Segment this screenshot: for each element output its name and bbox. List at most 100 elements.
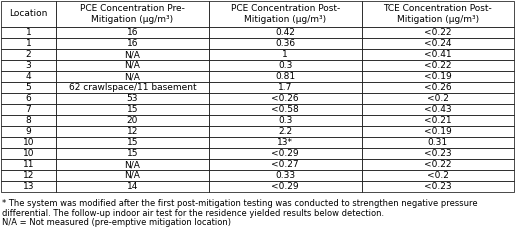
Bar [1,38,56,49]
Text: 16: 16 [127,39,138,48]
Bar [56,27,209,38]
Bar [362,49,514,60]
Text: <0.22: <0.22 [424,28,452,37]
Bar [1,181,56,192]
Bar [56,71,209,82]
Text: 10: 10 [23,138,34,147]
Text: 0.31: 0.31 [428,138,448,147]
Text: <0.26: <0.26 [271,94,299,103]
Text: 0.42: 0.42 [275,28,295,37]
Bar [209,137,362,148]
Bar [1,137,56,148]
Bar [56,104,209,115]
Bar [362,71,514,82]
Bar [362,115,514,126]
Text: 0.3: 0.3 [278,116,293,125]
Bar [362,27,514,38]
Text: <0.2: <0.2 [427,94,449,103]
Bar [209,181,362,192]
Bar [56,38,209,49]
Text: 11: 11 [23,160,34,169]
Text: 13*: 13* [277,138,293,147]
Bar [1,49,56,60]
Bar [362,170,514,181]
Bar [56,137,209,148]
Bar [362,104,514,115]
Text: <0.19: <0.19 [424,127,452,136]
Text: Location: Location [9,10,47,18]
Text: <0.43: <0.43 [424,105,452,114]
Bar [209,104,362,115]
Text: <0.19: <0.19 [424,72,452,81]
Text: <0.26: <0.26 [424,83,452,92]
Text: 15: 15 [127,138,138,147]
Text: N/A: N/A [125,72,140,81]
Text: N/A: N/A [125,61,140,70]
Bar [56,1,209,27]
Text: 62 crawlspace/11 basement: 62 crawlspace/11 basement [68,83,196,92]
Bar [362,148,514,159]
Text: 15: 15 [127,149,138,158]
Bar [1,159,56,170]
Bar [56,82,209,93]
Bar [1,104,56,115]
Text: 12: 12 [23,171,34,180]
Bar [362,38,514,49]
Bar [1,170,56,181]
Text: 1: 1 [26,28,31,37]
Text: <0.22: <0.22 [424,160,452,169]
Text: PCE Concentration Post-
Mitigation (μg/m³): PCE Concentration Post- Mitigation (μg/m… [231,4,340,24]
Text: <0.58: <0.58 [271,105,299,114]
Bar [362,137,514,148]
Bar [362,126,514,137]
Bar [56,159,209,170]
Text: N/A = Not measured (pre-emptive mitigation location): N/A = Not measured (pre-emptive mitigati… [2,218,231,227]
Text: 0.36: 0.36 [275,39,295,48]
Bar [209,93,362,104]
Bar [209,159,362,170]
Bar [56,148,209,159]
Text: 16: 16 [127,28,138,37]
Text: 20: 20 [127,116,138,125]
Bar [1,1,56,27]
Text: 9: 9 [26,127,31,136]
Bar [362,82,514,93]
Bar [362,159,514,170]
Text: * The system was modified after the first post-mitigation testing was conducted : * The system was modified after the firs… [2,199,477,208]
Bar [1,148,56,159]
Bar [1,60,56,71]
Bar [1,115,56,126]
Text: 14: 14 [127,182,138,191]
Bar [209,1,362,27]
Bar [362,60,514,71]
Bar [56,126,209,137]
Text: 4: 4 [26,72,31,81]
Bar [209,27,362,38]
Bar [209,170,362,181]
Text: N/A: N/A [125,171,140,180]
Text: <0.29: <0.29 [271,182,299,191]
Bar [1,126,56,137]
Text: differential. The follow-up indoor air test for the residence yielded results be: differential. The follow-up indoor air t… [2,208,384,217]
Text: <0.23: <0.23 [424,149,452,158]
Text: PCE Concentration Pre-
Mitigation (μg/m³): PCE Concentration Pre- Mitigation (μg/m³… [80,4,185,24]
Bar [56,181,209,192]
Bar [362,1,514,27]
Text: 1: 1 [282,50,288,59]
Text: N/A: N/A [125,160,140,169]
Text: 10: 10 [23,149,34,158]
Bar [56,49,209,60]
Text: 6: 6 [26,94,31,103]
Bar [1,93,56,104]
Bar [209,71,362,82]
Bar [1,27,56,38]
Text: <0.41: <0.41 [424,50,452,59]
Bar [1,71,56,82]
Bar [56,170,209,181]
Text: 0.81: 0.81 [275,72,295,81]
Text: 7: 7 [26,105,31,114]
Text: <0.23: <0.23 [424,182,452,191]
Text: 3: 3 [26,61,31,70]
Text: <0.27: <0.27 [271,160,299,169]
Text: 12: 12 [127,127,138,136]
